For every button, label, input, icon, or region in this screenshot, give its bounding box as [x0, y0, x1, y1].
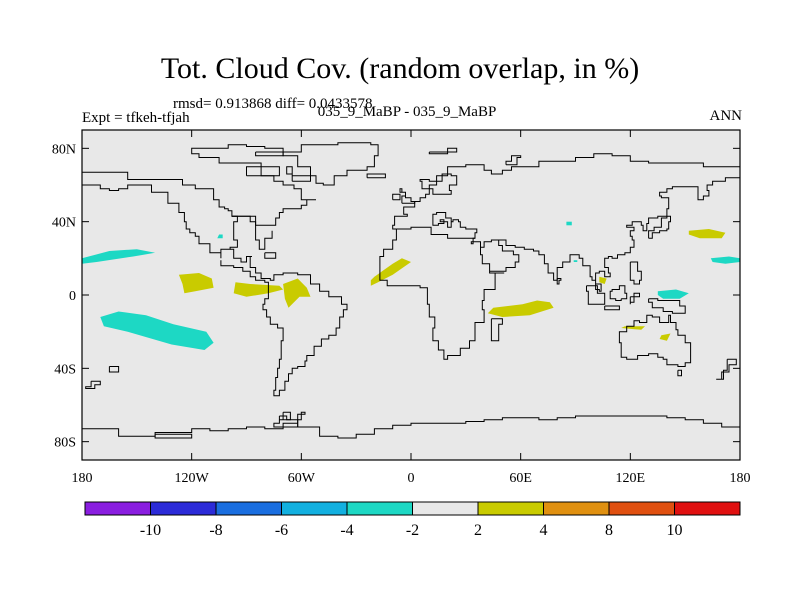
colorbar-label: -8 — [209, 522, 222, 539]
anomaly-region-6 — [599, 276, 607, 284]
coastline-8 — [379, 229, 505, 360]
coastline-19 — [648, 298, 686, 314]
coastline-13 — [154, 433, 193, 439]
x-tick-label: 60E — [509, 471, 532, 486]
coastline-22 — [604, 305, 620, 311]
coastline-30 — [366, 173, 386, 179]
coastline-2 — [81, 179, 238, 259]
coastline-17 — [677, 369, 682, 377]
coastline-24 — [629, 261, 642, 285]
coastline-20 — [609, 285, 628, 301]
case-label: 035_9_MaBP - 035_9_MaBP — [317, 104, 497, 120]
coastline-5 — [282, 142, 379, 186]
y-tick-label: 40S — [54, 362, 76, 377]
y-tick-label: 80N — [52, 142, 76, 157]
colorbar-label: 10 — [667, 522, 683, 539]
y-tick-label: 40N — [52, 216, 76, 231]
colorbar-box — [150, 501, 217, 516]
anomaly-region-5 — [487, 300, 554, 317]
anomaly-region-9 — [688, 229, 726, 239]
chart-title: Tot. Cloud Cov. (random overlap, in %) — [160, 52, 640, 85]
colorbar-box — [412, 501, 479, 516]
coastline-32 — [255, 151, 284, 157]
colorbar-label: -10 — [140, 522, 161, 539]
anomaly-region-3 — [283, 278, 311, 308]
coastline-18 — [716, 358, 737, 380]
coastline-14 — [273, 415, 299, 428]
colorbar-label: -4 — [340, 522, 353, 539]
colorbar-label: -6 — [275, 522, 288, 539]
coastline-16 — [85, 380, 101, 389]
anomaly-region-2 — [233, 282, 284, 297]
colorbar-label: -2 — [406, 522, 419, 539]
coastline-31 — [246, 166, 280, 177]
anomaly-region-11 — [100, 311, 214, 350]
coastline-11 — [618, 314, 692, 367]
colorbar-box — [281, 501, 348, 516]
y-tick-label: 0 — [69, 289, 76, 304]
coastline-33 — [428, 147, 458, 155]
coastline-10 — [498, 175, 741, 292]
coastline-12 — [82, 411, 741, 439]
y-tick-label: 80S — [54, 436, 76, 451]
x-tick-label: 0 — [408, 471, 415, 486]
x-tick-label: 120E — [616, 471, 646, 486]
coastline-23 — [629, 292, 640, 305]
anomaly-region-4 — [370, 258, 411, 286]
coastline-36 — [264, 252, 277, 259]
coastline-21 — [586, 285, 606, 305]
colorbar-label: 4 — [540, 522, 548, 539]
coastline-4 — [220, 248, 348, 397]
anomaly-region-16 — [573, 260, 578, 262]
x-tick-label: 180 — [72, 471, 93, 486]
experiment-label: Expt = tfkeh-tfjah — [82, 110, 190, 126]
coastline-7 — [396, 212, 478, 239]
anomaly-region-10 — [82, 249, 156, 264]
coastline-28 — [399, 188, 416, 204]
anomaly-region-12 — [217, 234, 223, 239]
colorbar-box — [608, 501, 675, 516]
season-label: ANN — [709, 108, 743, 124]
x-tick-label: 120W — [175, 471, 210, 486]
anomaly-region-14 — [657, 289, 689, 299]
coastline-6 — [392, 153, 741, 230]
colorbar-label: 8 — [605, 522, 613, 539]
stats-label: rmsd= 0.913868 diff= 0.0433578 — [173, 96, 373, 112]
x-tick-label: 180 — [730, 471, 751, 486]
colorbar-box — [477, 501, 544, 516]
colorbar-box — [346, 501, 413, 516]
coastline-9 — [480, 239, 520, 272]
colorbar-box — [84, 501, 151, 516]
anomaly-region-15 — [710, 256, 740, 264]
anomaly-region-8 — [659, 333, 671, 341]
coastline-35 — [108, 366, 120, 373]
coastline-15 — [279, 411, 291, 421]
colorbar-label: 2 — [474, 522, 482, 539]
coastline-29 — [648, 215, 671, 239]
coastline-27 — [392, 193, 401, 201]
x-tick-label: 60W — [288, 471, 316, 486]
coastline-25 — [490, 318, 503, 342]
colorbar-box — [215, 501, 282, 516]
anomaly-region-13 — [566, 221, 572, 226]
coastline-37 — [286, 166, 311, 182]
coastline-26 — [556, 278, 562, 285]
coastline-3 — [231, 215, 273, 250]
colorbar-box — [543, 501, 610, 516]
colorbar-box — [674, 501, 741, 516]
coastline-34 — [505, 155, 522, 166]
anomaly-region-1 — [178, 273, 214, 294]
coastline-1 — [82, 144, 316, 226]
